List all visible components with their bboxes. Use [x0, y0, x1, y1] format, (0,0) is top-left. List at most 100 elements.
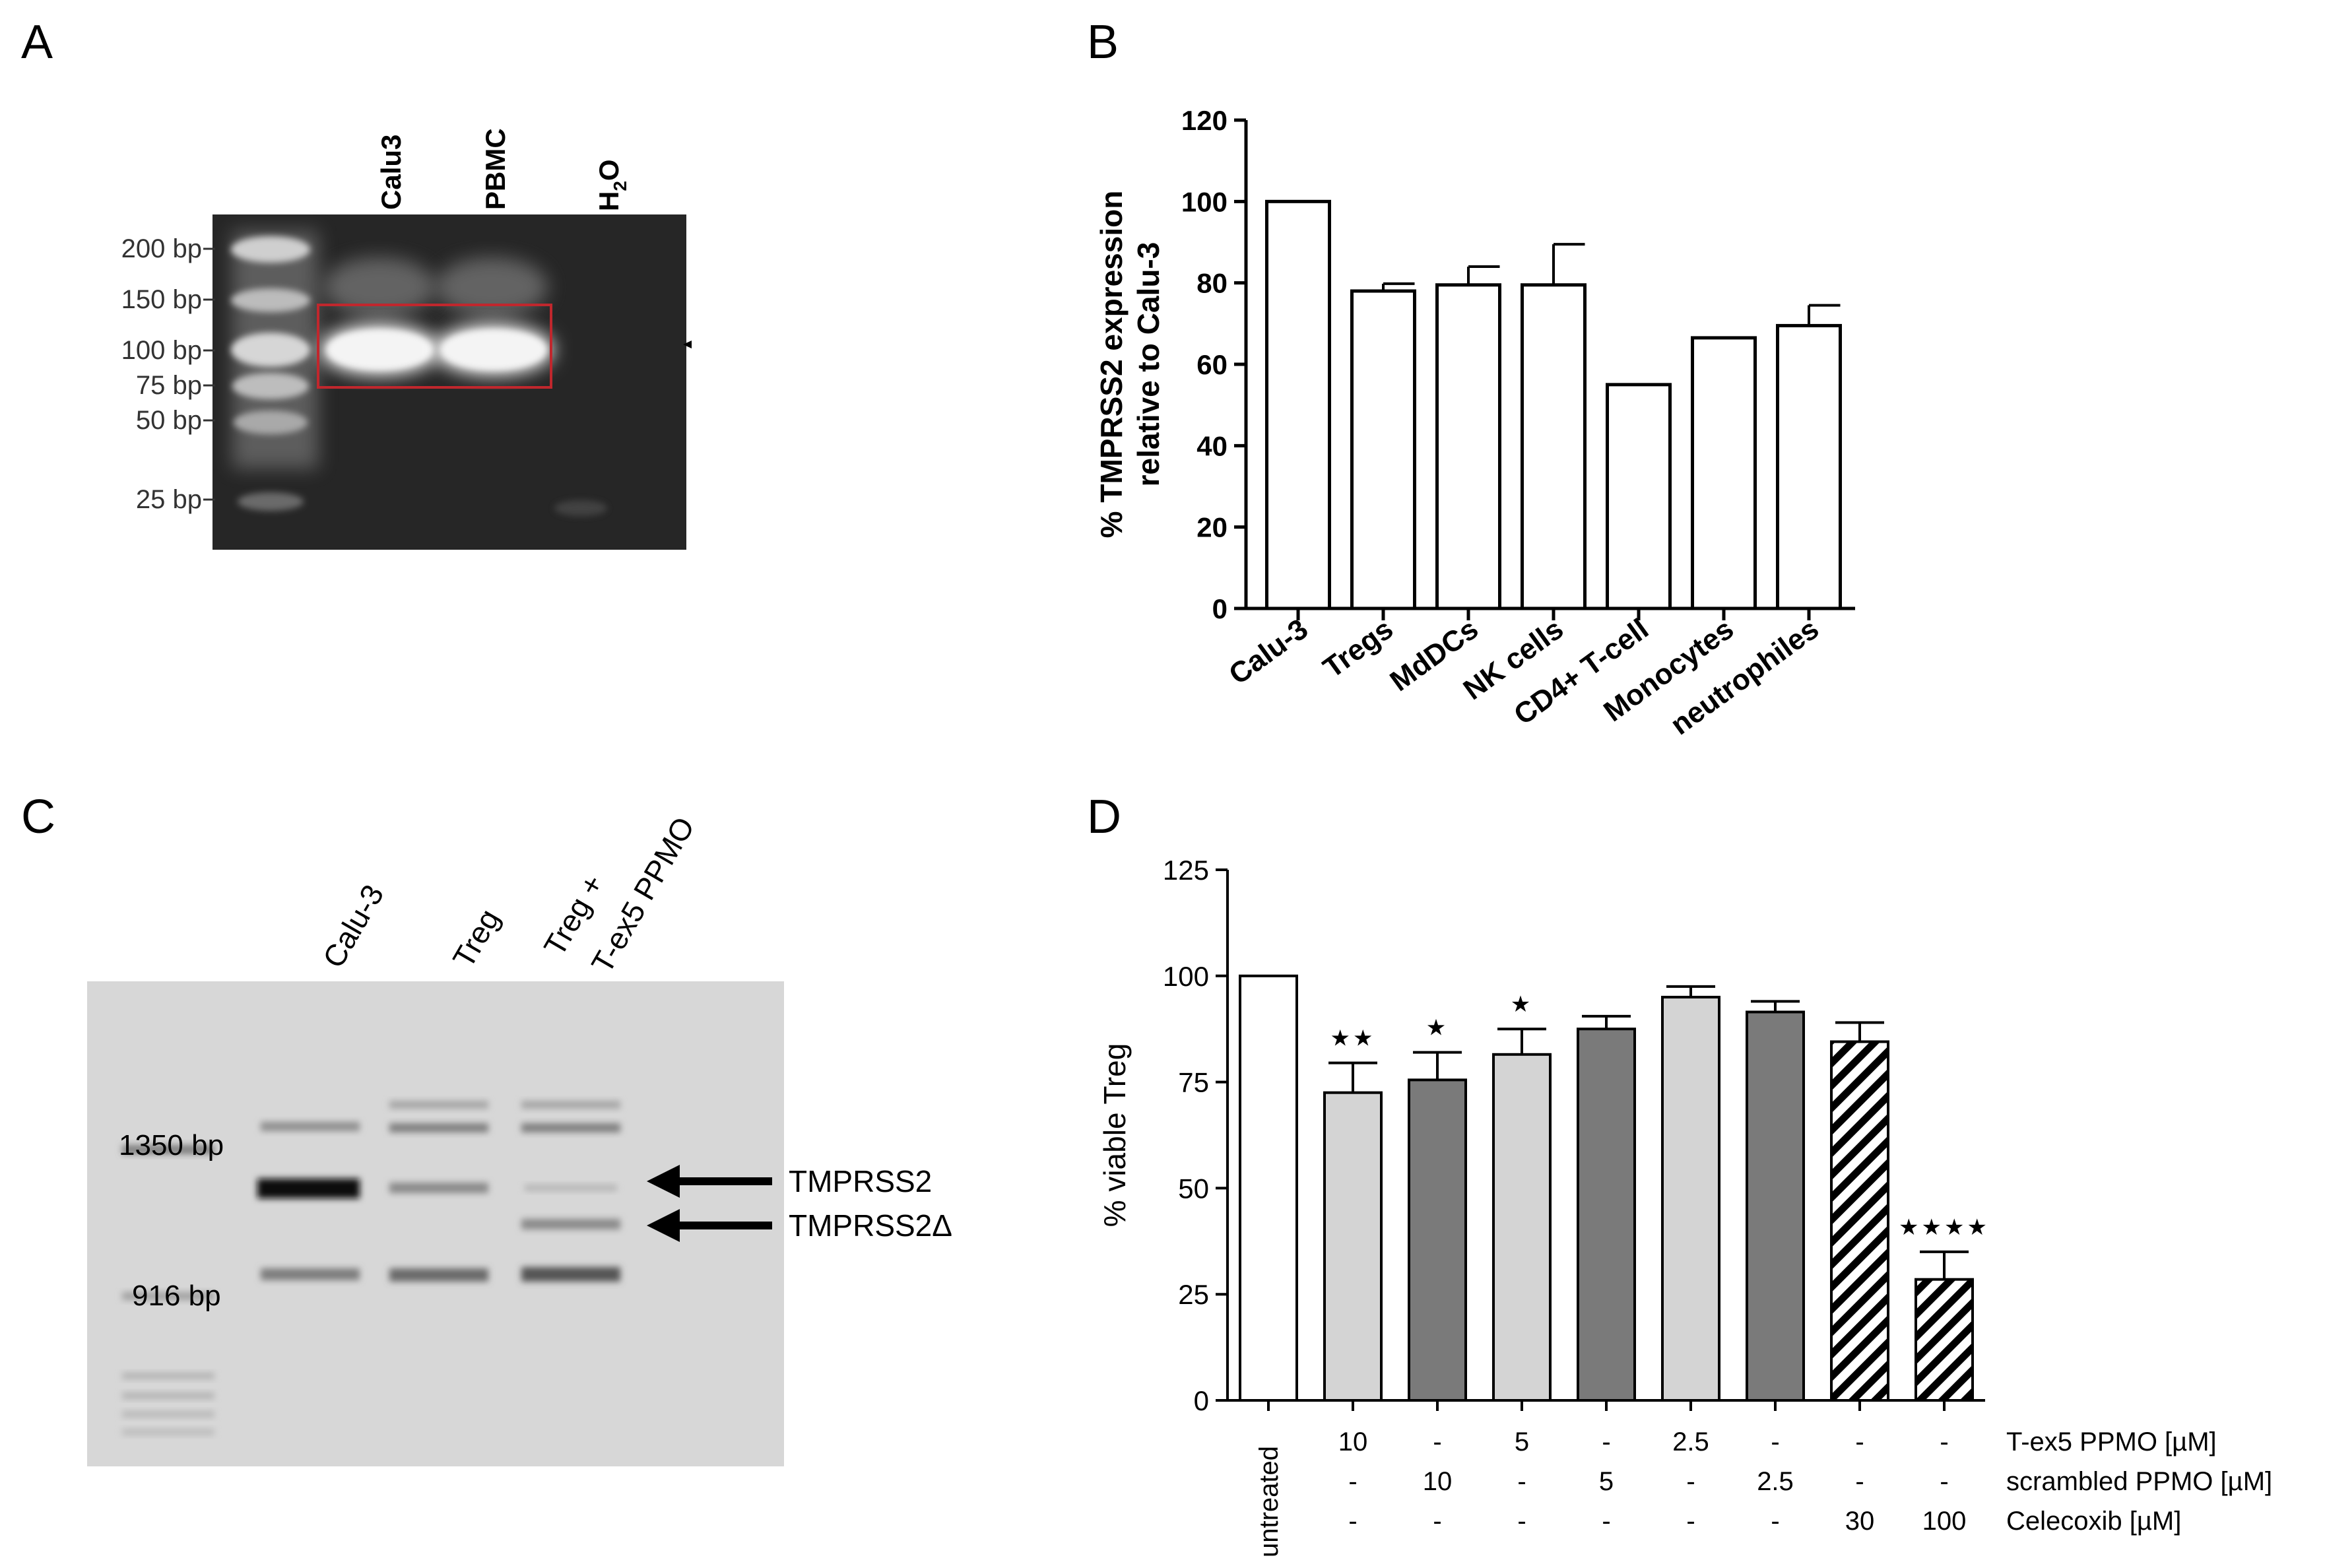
chart-b-bar	[1265, 199, 1331, 610]
chart-d-significance: ★	[1511, 992, 1533, 1017]
chart-d-treatment-cell: -	[1686, 1507, 1695, 1536]
chart-d-ytick-label: 0	[1194, 1385, 1209, 1416]
arrow-tmprss2-delta	[647, 1209, 772, 1242]
chart-d-treatment-cell: -	[1348, 1507, 1357, 1536]
chart-d-ytick-label: 50	[1178, 1173, 1209, 1204]
chart-d-ytick-label: 75	[1178, 1067, 1209, 1098]
panel-a: A Calu3 PBMC H2O	[21, 16, 692, 550]
gel-a-lane-pbmc: PBMC	[480, 128, 511, 210]
panel-b: B 0 20 40 60 80 100 120 % TMPRSS2 expressionrel…	[1087, 16, 1855, 741]
panel-c: C Calu-3 Treg Treg + T-ex5 PPMO	[21, 791, 952, 1466]
chart-d-treatment-cell: -	[1602, 1427, 1610, 1456]
gel-a-highlight-box	[317, 304, 552, 389]
chart-d-treatment-cell: 5	[1599, 1467, 1614, 1496]
arrow-tmprss2	[647, 1165, 772, 1198]
chart-b-bar	[1435, 283, 1501, 610]
chart-d-bar	[1661, 995, 1720, 1402]
chart-b-bar	[1691, 336, 1757, 610]
chart-d-xtick-label-untreated: untreated	[1255, 1446, 1284, 1557]
water-o: O	[593, 159, 624, 181]
svg-text:H2O: H2O	[593, 159, 630, 211]
panel-b-letter: B	[1087, 16, 1119, 69]
chart-b-ytick-label: 60	[1196, 349, 1228, 380]
chart-d-treatment-cell: -	[1940, 1427, 1948, 1456]
gel-c-lane-treg: Treg	[446, 903, 506, 973]
chart-d-treatment-cell: 10	[1338, 1427, 1368, 1456]
panel-c-letter: C	[21, 791, 55, 843]
chart-d-treatment-cell: -	[1433, 1427, 1441, 1456]
chart-b-ytick-label: 0	[1212, 593, 1228, 624]
chart-d-treatment-cell: 10	[1423, 1467, 1453, 1496]
ladder-150: 150 bp	[121, 285, 202, 314]
chart-d-bar	[1239, 974, 1298, 1402]
gel-c-ladder-916: 916 bp	[132, 1280, 221, 1312]
chart-d-bar	[1408, 1078, 1467, 1402]
chart-d-treatment-cell: -	[1686, 1467, 1695, 1496]
gel-c-ladder-1350: 1350 bp	[119, 1129, 224, 1161]
chart-b-xtick-label: Calu-3	[1223, 612, 1314, 691]
chart-d-significance: ★	[1426, 1016, 1449, 1041]
chart-d-treatment-label: Celecoxib [µM]	[2006, 1507, 2181, 1536]
water-h: H	[593, 191, 624, 211]
gel-a-marker-triangle	[683, 341, 692, 348]
ladder-100: 100 bp	[121, 336, 202, 365]
chart-b-bar	[1606, 383, 1672, 610]
chart-d-treatment-cell: -	[1771, 1427, 1779, 1456]
water-subscript: 2	[610, 181, 630, 191]
chart-d-treatment-cell: 100	[1922, 1507, 1967, 1536]
gel-a-ladder-labels: 200 bp 150 bp 100 bp 75 bp 50 bp 25 bp	[121, 234, 202, 514]
chart-b-ytick-label: 40	[1196, 430, 1228, 461]
ladder-25: 25 bp	[136, 485, 202, 514]
chart-d-ytick-label: 100	[1163, 961, 1209, 992]
chart-d-treatment-cell: 5	[1515, 1427, 1529, 1456]
chart-d-bar	[1915, 1278, 1974, 1402]
chart-d-treatment-cell: -	[1602, 1507, 1610, 1536]
chart-b: 0 20 40 60 80 100 120 % TMPRSS2 expressionrelat…	[1094, 105, 1855, 741]
chart-b-bar	[1521, 283, 1587, 610]
gel-a-lane-water: H2O	[593, 159, 630, 211]
chart-d-ylabel: % viable Treg	[1097, 1043, 1132, 1227]
chart-d-treatment-cell: -	[1855, 1467, 1864, 1496]
chart-d-treatment-cell: 2.5	[1757, 1467, 1794, 1496]
chart-d-significance: ★★	[1330, 1026, 1376, 1051]
gel-a-image	[213, 214, 686, 550]
chart-d-ytick-label: 25	[1178, 1279, 1209, 1310]
ladder-50: 50 bp	[136, 406, 202, 435]
chart-b-bar	[1776, 323, 1842, 610]
chart-d-treatment-cell: 30	[1845, 1507, 1875, 1536]
chart-d-treatment-cell: 2.5	[1672, 1427, 1709, 1456]
chart-b-xtick-label: neutrophiles	[1664, 612, 1824, 741]
chart-d-treatment-label: T-ex5 PPMO [µM]	[2006, 1427, 2217, 1456]
ladder-75: 75 bp	[136, 371, 202, 400]
gel-a-ladder-ticks	[203, 247, 215, 501]
chart-d-treatment-label: scrambled PPMO [µM]	[2006, 1467, 2272, 1496]
chart-b-ytick-label: 20	[1196, 512, 1228, 543]
chart-d-bar	[1323, 1091, 1383, 1402]
arrow-label-tmprss2: TMPRSS2	[789, 1164, 932, 1198]
chart-d-ytick-label: 125	[1163, 855, 1209, 886]
panel-a-letter: A	[21, 16, 53, 69]
chart-b-ylabel-line1: % TMPRSS2 expression	[1094, 191, 1129, 539]
chart-b-ytick-label: 120	[1181, 105, 1228, 136]
chart-b-ylabel-line2: relative to Calu-3	[1131, 242, 1165, 487]
chart-d-significance: ★★★★	[1899, 1215, 1990, 1240]
chart-b-ylabel: % TMPRSS2 expressionrelative to Calu-3	[1094, 191, 1165, 539]
arrow-label-tmprss2-delta: TMPRSS2Δ	[789, 1208, 952, 1243]
chart-d-treatment-cell: -	[1348, 1467, 1357, 1496]
chart-b-ytick-label: 80	[1196, 268, 1228, 299]
chart-d-treatment-cell: -	[1517, 1467, 1526, 1496]
chart-d-bar	[1577, 1028, 1636, 1402]
chart-d-bar	[1830, 1040, 1889, 1402]
panel-d-letter: D	[1087, 791, 1121, 843]
chart-d-treatment-cell: -	[1940, 1467, 1948, 1496]
chart-d-treatment-cell: -	[1855, 1427, 1864, 1456]
chart-b-ytick-label: 100	[1181, 186, 1228, 217]
gel-a-lane-calu3: Calu3	[376, 135, 407, 210]
chart-d-bar	[1492, 1053, 1552, 1402]
chart-d-treatment-cell: -	[1517, 1507, 1526, 1536]
chart-b-bar	[1350, 289, 1416, 610]
gel-c-lane-calu3: Calu-3	[316, 879, 391, 973]
